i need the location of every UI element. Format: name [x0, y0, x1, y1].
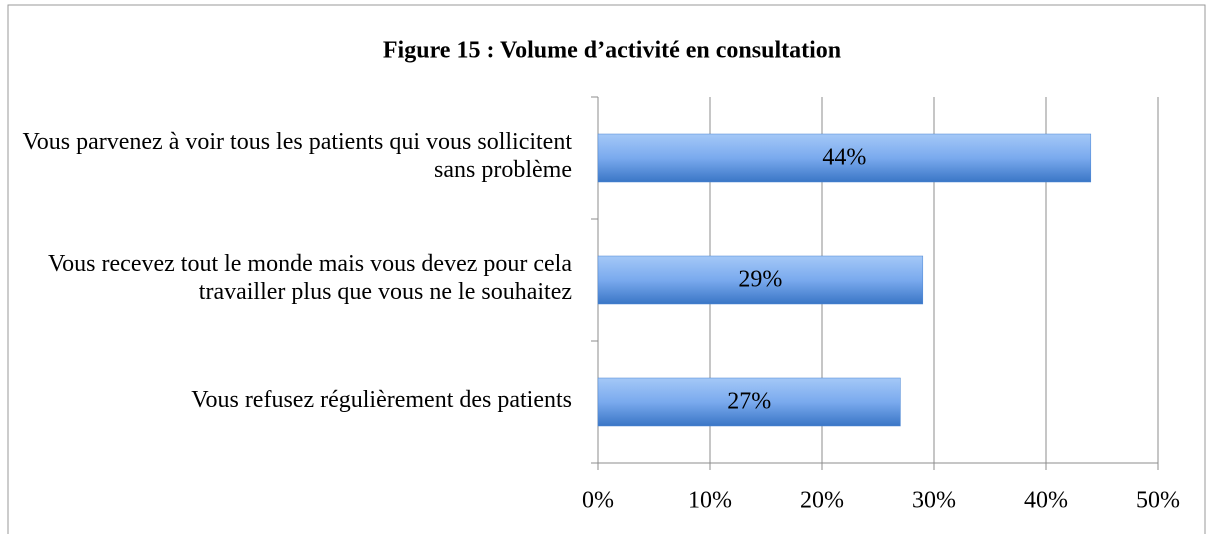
- bar: [597, 377, 901, 427]
- x-tick-label: 0%: [582, 488, 614, 514]
- data-label: 27%: [727, 389, 771, 415]
- category-label: Vous parvenez à voir tous les patients q…: [22, 129, 572, 183]
- x-tick-label: 20%: [800, 488, 844, 514]
- bar: [597, 255, 924, 305]
- x-tick-label: 50%: [1136, 488, 1180, 514]
- x-tick-label: 10%: [688, 488, 732, 514]
- bar: [597, 133, 1092, 183]
- data-label: 44%: [822, 145, 866, 171]
- category-label: Vous refusez régulièrement des patients: [191, 387, 572, 413]
- chart-title: Figure 15 : Volume d’activité en consult…: [383, 38, 841, 64]
- frame: [7, 4, 1206, 534]
- x-tick-label: 40%: [1024, 488, 1068, 514]
- x-tick-label: 30%: [912, 488, 956, 514]
- category-label: Vous recevez tout le monde mais vous dev…: [47, 251, 572, 305]
- data-label: 29%: [738, 267, 782, 293]
